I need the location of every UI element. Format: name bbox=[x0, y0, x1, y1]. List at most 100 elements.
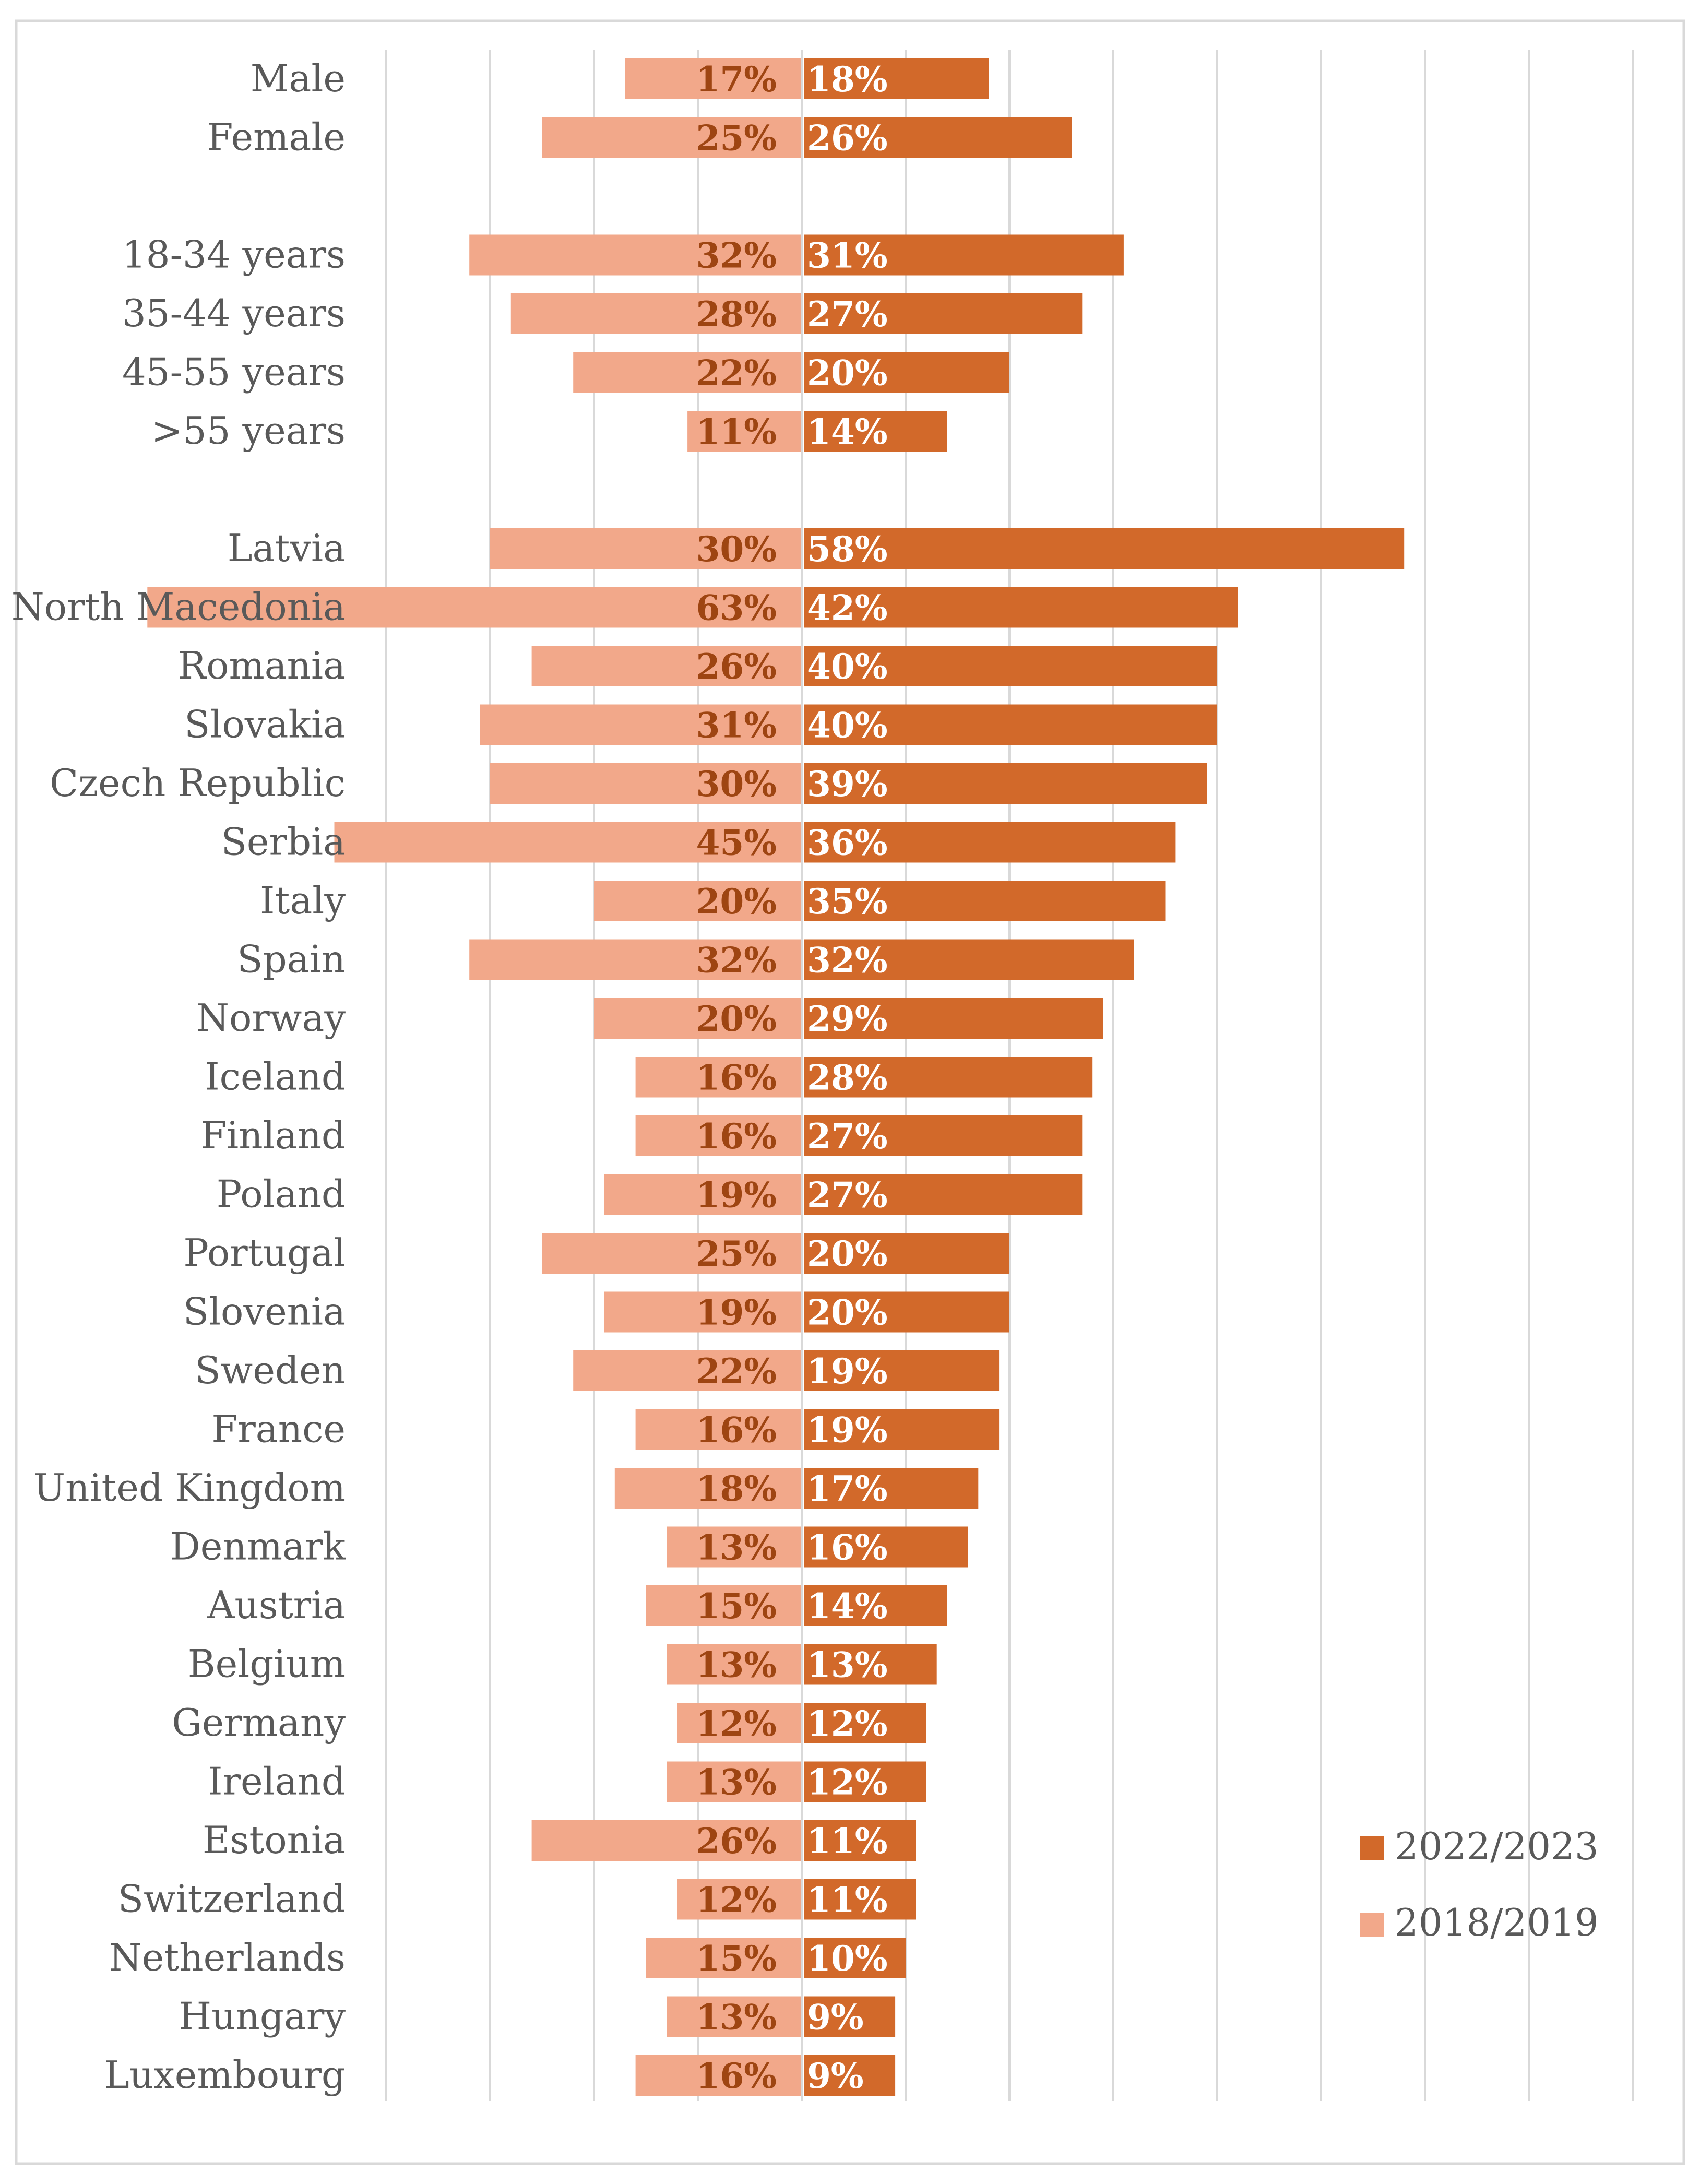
bar-2022-2023 bbox=[804, 822, 1176, 863]
category-label: Romania bbox=[178, 644, 346, 687]
bar-2018-2019 bbox=[604, 1174, 802, 1215]
value-label-2018-2019: 19% bbox=[696, 1292, 777, 1333]
value-label-2018-2019: 15% bbox=[696, 1938, 777, 1979]
value-label-2022-2023: 26% bbox=[807, 118, 888, 159]
bar-2022-2023 bbox=[804, 1468, 979, 1509]
value-label-2022-2023: 9% bbox=[807, 1997, 864, 2038]
value-label-2018-2019: 16% bbox=[696, 1116, 777, 1157]
bar-2018-2019 bbox=[604, 1291, 802, 1333]
bar-2022-2023 bbox=[804, 1761, 926, 1802]
value-label-2018-2019: 30% bbox=[696, 529, 777, 569]
category-label: Switzerland bbox=[118, 1877, 346, 1921]
value-label-2018-2019: 18% bbox=[696, 1468, 777, 1509]
value-label-2022-2023: 32% bbox=[807, 940, 888, 981]
value-label-2018-2019: 26% bbox=[696, 1821, 777, 1861]
value-label-2018-2019: 20% bbox=[696, 881, 777, 922]
value-label-2018-2019: 13% bbox=[696, 1527, 777, 1568]
category-label: United Kingdom bbox=[33, 1466, 346, 1510]
legend-label-2022-2023: 2022/2023 bbox=[1395, 1824, 1599, 1868]
value-label-2018-2019: 19% bbox=[696, 1175, 777, 1216]
bar-2018-2019 bbox=[469, 939, 802, 980]
category-label: Latvia bbox=[228, 526, 346, 570]
value-label-2022-2023: 19% bbox=[807, 1410, 888, 1451]
bar-2022-2023 bbox=[804, 998, 1103, 1039]
value-label-2018-2019: 22% bbox=[696, 353, 777, 394]
value-label-2022-2023: 40% bbox=[807, 705, 888, 746]
category-label: Belgium bbox=[188, 1642, 346, 1686]
labels: Male 17% 18% Female 25% 26% 18-34 years 32% 31% 3… bbox=[11, 56, 888, 2097]
bar-2018-2019 bbox=[667, 1761, 802, 1802]
category-label: Austria bbox=[207, 1583, 346, 1627]
value-label-2022-2023: 31% bbox=[807, 235, 888, 276]
bar-2018-2019 bbox=[635, 2055, 802, 2096]
value-label-2022-2023: 16% bbox=[807, 1527, 888, 1568]
value-label-2018-2019: 32% bbox=[696, 235, 777, 276]
category-label: 35-44 years bbox=[122, 291, 346, 335]
bar-2022-2023 bbox=[804, 1644, 937, 1685]
category-label: Female bbox=[207, 115, 346, 159]
category-label: 45-55 years bbox=[122, 350, 346, 394]
value-label-2018-2019: 22% bbox=[696, 1351, 777, 1392]
bar-2022-2023 bbox=[804, 1526, 968, 1568]
value-label-2022-2023: 12% bbox=[807, 1703, 888, 1744]
bar-2018-2019 bbox=[573, 1350, 802, 1391]
bar-2018-2019 bbox=[667, 1996, 802, 2037]
category-label: Portugal bbox=[183, 1231, 346, 1275]
bar-2018-2019 bbox=[490, 528, 802, 569]
category-label: Germany bbox=[172, 1701, 346, 1744]
value-label-2022-2023: 18% bbox=[807, 59, 888, 100]
bar-2018-2019 bbox=[635, 1057, 802, 1098]
bar-2022-2023 bbox=[804, 1703, 926, 1743]
value-label-2018-2019: 12% bbox=[696, 1880, 777, 1920]
value-label-2022-2023: 9% bbox=[807, 2056, 864, 2096]
value-label-2018-2019: 16% bbox=[696, 1410, 777, 1451]
category-label: Spain bbox=[237, 937, 346, 981]
bar-2018-2019 bbox=[594, 998, 802, 1039]
bar-2022-2023 bbox=[804, 58, 989, 99]
bar-2018-2019 bbox=[531, 1820, 802, 1861]
value-label-2018-2019: 17% bbox=[696, 59, 777, 100]
category-label: North Macedonia bbox=[11, 585, 346, 629]
value-label-2022-2023: 20% bbox=[807, 353, 888, 394]
legend-label-2018-2019: 2018/2019 bbox=[1395, 1901, 1599, 1944]
category-label: Slovakia bbox=[184, 703, 346, 746]
bar-2018-2019 bbox=[635, 1409, 802, 1450]
value-label-2018-2019: 25% bbox=[696, 1233, 777, 1274]
bar-2022-2023 bbox=[804, 1291, 1009, 1333]
bar-2022-2023 bbox=[804, 1057, 1093, 1098]
value-label-2022-2023: 13% bbox=[807, 1645, 888, 1686]
category-label: Italy bbox=[260, 879, 346, 922]
value-label-2018-2019: 16% bbox=[696, 1058, 777, 1098]
value-label-2022-2023: 11% bbox=[807, 1821, 888, 1861]
gridlines bbox=[385, 50, 1634, 2101]
bar-2022-2023 bbox=[804, 1879, 916, 1920]
bar-2022-2023 bbox=[804, 411, 947, 452]
value-label-2022-2023: 28% bbox=[807, 1058, 888, 1098]
bar-2022-2023 bbox=[804, 1233, 1009, 1274]
bar-2018-2019 bbox=[677, 1703, 802, 1743]
bar-2018-2019 bbox=[667, 1526, 802, 1568]
legend-swatch-2022-2023 bbox=[1360, 1836, 1384, 1860]
bar-2022-2023 bbox=[804, 1820, 916, 1861]
category-label: Hungary bbox=[179, 1995, 346, 2038]
value-label-2018-2019: 12% bbox=[696, 1703, 777, 1744]
value-label-2022-2023: 42% bbox=[807, 588, 888, 628]
value-label-2018-2019: 25% bbox=[696, 118, 777, 159]
value-label-2018-2019: 11% bbox=[696, 411, 777, 452]
value-label-2022-2023: 35% bbox=[807, 881, 888, 922]
value-label-2022-2023: 10% bbox=[807, 1938, 888, 1979]
bar-2022-2023 bbox=[804, 1409, 1000, 1450]
bar-2018-2019 bbox=[687, 411, 802, 452]
bar-2018-2019 bbox=[635, 1115, 802, 1156]
value-label-2022-2023: 20% bbox=[807, 1292, 888, 1333]
category-label: Slovenia bbox=[183, 1290, 346, 1334]
value-label-2022-2023: 58% bbox=[807, 529, 888, 569]
bar-2022-2023 bbox=[804, 1938, 906, 1978]
value-label-2018-2019: 31% bbox=[696, 705, 777, 746]
bar-2022-2023 bbox=[804, 1996, 896, 2037]
category-label: Finland bbox=[200, 1113, 346, 1157]
bar-2022-2023 bbox=[804, 528, 1405, 569]
value-label-2022-2023: 40% bbox=[807, 646, 888, 687]
